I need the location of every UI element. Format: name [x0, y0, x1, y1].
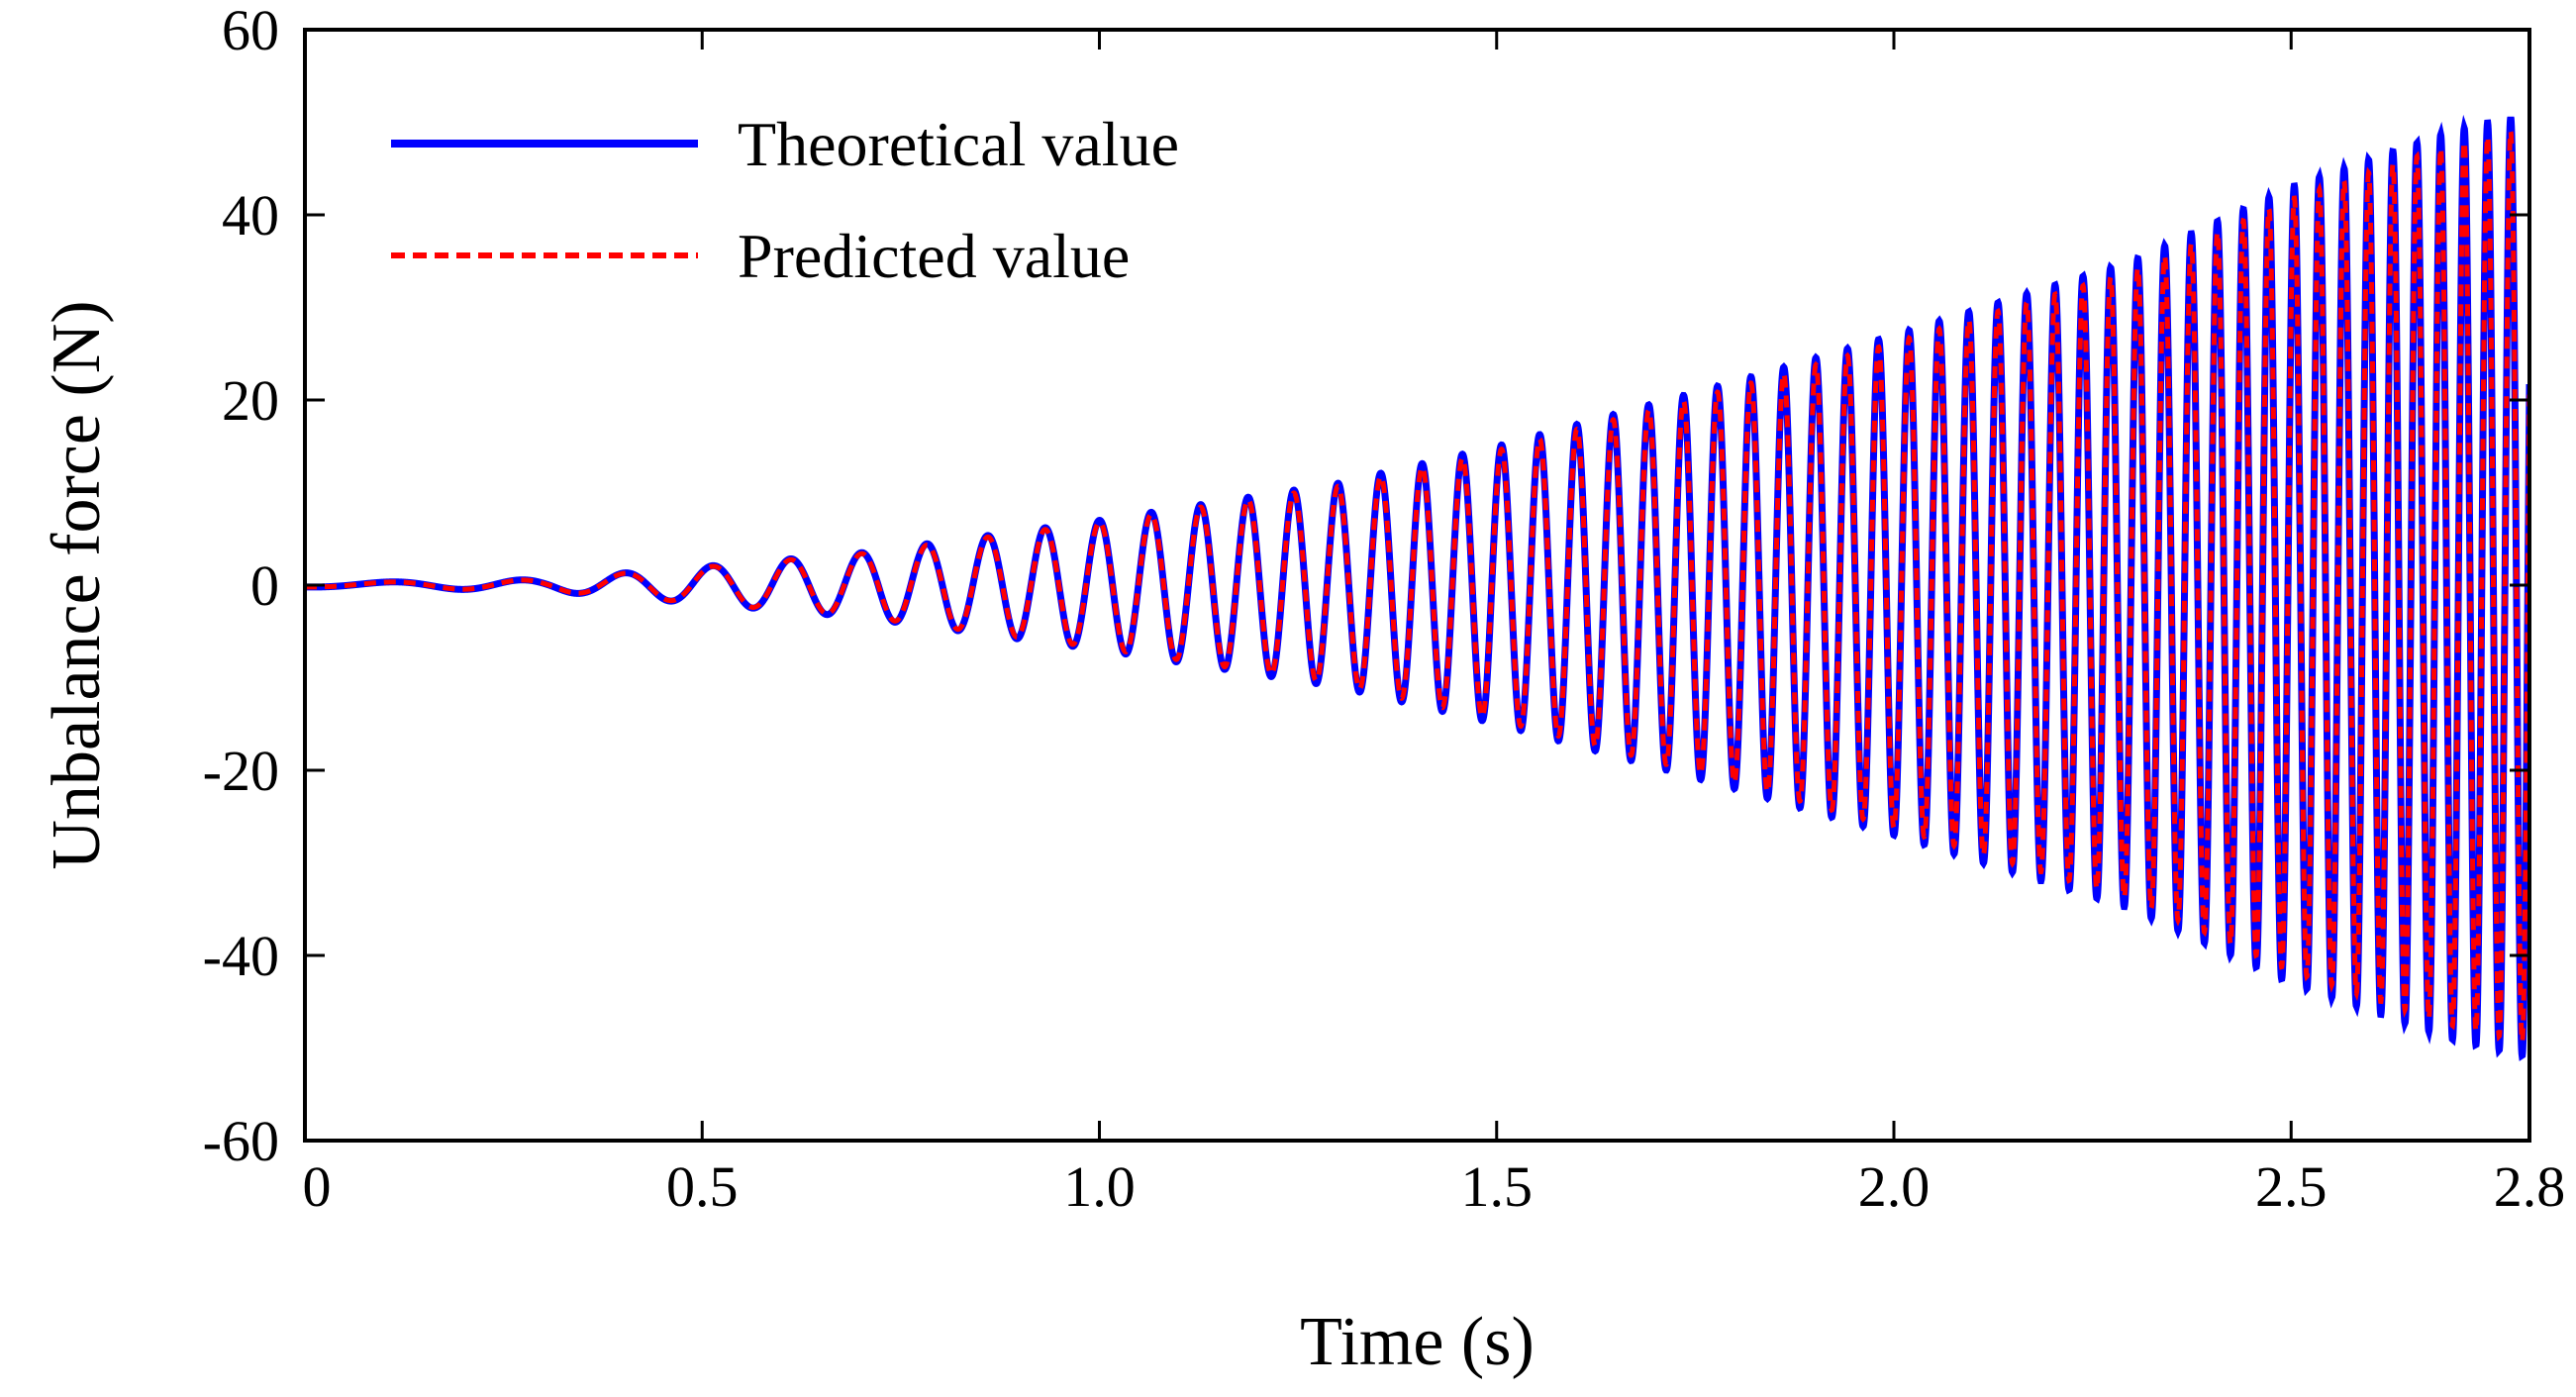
y-tick-label: 60 — [222, 0, 279, 62]
x-tick-label: 0.5 — [666, 1154, 739, 1219]
series-line-predicted — [305, 131, 2529, 1046]
legend-label-theoretical: Theoretical value — [738, 109, 1179, 179]
x-tick-label: 0 — [303, 1154, 332, 1219]
x-tick-label: 2.8 — [2494, 1154, 2566, 1219]
legend-label-predicted: Predicted value — [738, 221, 1130, 291]
y-tick-label: 20 — [222, 368, 279, 433]
x-tick-label: 1.5 — [1461, 1154, 1534, 1219]
y-axis-label: Unbalance force (N) — [39, 300, 115, 869]
plot-series-group — [305, 114, 2529, 1061]
y-tick-label: -40 — [203, 924, 279, 988]
y-tick-label: -60 — [203, 1109, 279, 1173]
x-tick-label: 2.0 — [1858, 1154, 1931, 1219]
legend: Theoretical value Predicted value — [391, 109, 1179, 291]
y-tick-label: 40 — [222, 183, 279, 248]
x-tick-label: 2.5 — [2255, 1154, 2328, 1219]
axis-ticks: 0 0.5 1.0 1.5 2.0 2.5 2.8 60 40 20 0 -20 -40 -60 — [203, 0, 2566, 1219]
x-axis-label: Time (s) — [1300, 1304, 1535, 1380]
y-tick-label: -20 — [203, 739, 279, 803]
x-tick-label: 1.0 — [1063, 1154, 1136, 1219]
y-tick-label: 0 — [250, 553, 279, 618]
